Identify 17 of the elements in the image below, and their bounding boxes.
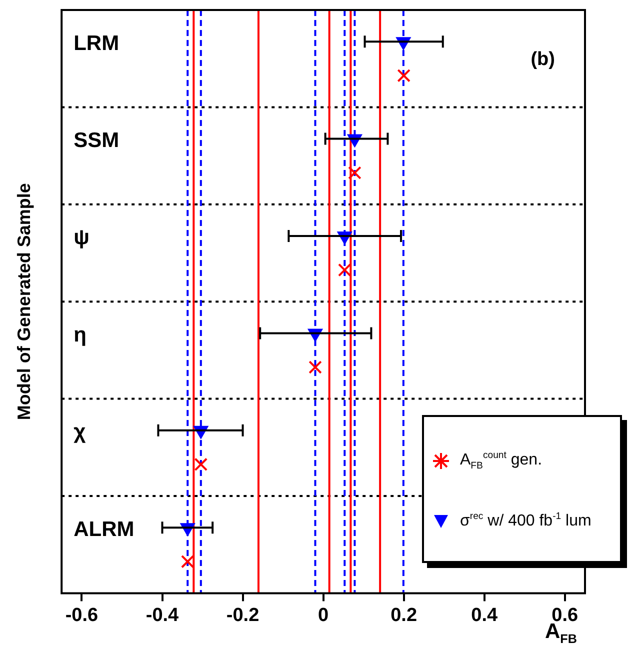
y-tick-label: η [74, 323, 86, 346]
annotation: (b) [530, 49, 555, 70]
x-tick-label: 0 [318, 604, 329, 626]
x-tick-label: -0.6 [65, 604, 98, 626]
x-tick-label: -0.4 [146, 604, 180, 626]
legend-label: σ$^{rec}$ w/ 400 fb$^{-1}$ lum [460, 511, 592, 531]
x-tick-label: 0.4 [471, 604, 498, 626]
y-tick-label: ALRM [74, 518, 134, 541]
x-tick-label: -0.2 [226, 604, 260, 626]
legend-label: A$_{FB}$$^{count}$ gen. [460, 450, 542, 472]
y-tick-label: LRM [74, 32, 120, 55]
y-tick-label: χ [74, 420, 86, 444]
x-axis-title: A$_{FB}$ [545, 620, 577, 646]
y-axis-title: Model of Generated Sample [14, 183, 34, 420]
x-tick-label: 0.2 [390, 604, 418, 626]
y-tick-label: SSM [74, 129, 120, 152]
y-tick-label: ψ [74, 226, 90, 250]
